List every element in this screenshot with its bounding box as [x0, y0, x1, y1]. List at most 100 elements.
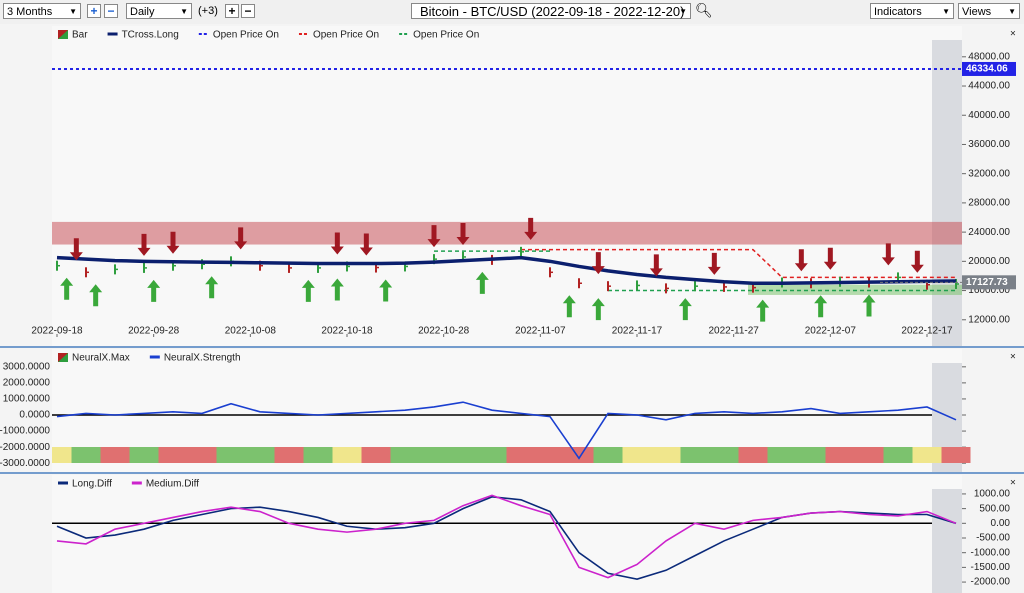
legend-icon [58, 353, 68, 362]
y-tick-label: 36000.00 [968, 139, 1010, 150]
sell-arrow [166, 231, 180, 254]
search-icon[interactable]: 🔍︎ [695, 2, 713, 18]
buy-arrow [678, 298, 692, 321]
level-tag [962, 61, 1016, 76]
x-tick-label: 2022-09-18 [31, 326, 83, 337]
add[interactable]: + [225, 4, 239, 18]
y-tick-label: 44000.00 [968, 81, 1010, 92]
state-cell [303, 447, 333, 463]
legend-label: Open Price On [213, 30, 279, 41]
symbol-box[interactable]: Bitcoin - BTC/USD (2022-09-18 - 2022-12-… [411, 3, 691, 19]
state-cell [941, 447, 971, 463]
state-cell [477, 447, 507, 463]
legend-label: Bar [72, 30, 88, 41]
level-label: 46334.06 [966, 64, 1008, 75]
state-cell [158, 447, 188, 463]
series-line [56, 401, 957, 460]
state-cell [71, 447, 101, 463]
state-cell [216, 447, 246, 463]
future-area [932, 489, 962, 593]
x-tick-label: 2022-11-17 [612, 326, 663, 337]
x-tick-label: 2022-09-28 [128, 326, 180, 337]
y-tick-label: 20000.00 [968, 256, 1010, 267]
series-line [56, 494, 957, 579]
x-tick-label: 2022-11-27 [708, 326, 759, 337]
sell-arrow [137, 233, 151, 256]
x-tick-label: 2022-10-18 [321, 326, 373, 337]
sell-arrow [330, 232, 344, 255]
remove[interactable]: − [241, 4, 255, 18]
x-tick-label: 2022-12-07 [805, 326, 857, 337]
state-cell [593, 447, 623, 463]
last-price-label: 17127.73 [966, 277, 1008, 288]
range-select[interactable]: 3 Months [3, 3, 81, 20]
toolbar: 3 Months + − Daily (+3) + − Bitcoin - BT… [0, 0, 1024, 24]
state-cell [245, 447, 275, 463]
state-cell [912, 447, 942, 463]
y-tick-label: 24000.00 [968, 227, 1010, 238]
y-tick-label: 3000.0000 [3, 361, 51, 372]
y-tick-label: 2000.0000 [3, 378, 51, 389]
buy-arrow [562, 295, 576, 318]
y-tick-label: -500.00 [976, 533, 1010, 544]
indicators-menu[interactable]: Indicators [870, 3, 954, 20]
interval-select[interactable]: Daily [126, 3, 192, 20]
x-tick-label: 2022-12-17 [901, 326, 953, 337]
state-cell [883, 447, 913, 463]
pane-close: × [1010, 29, 1016, 40]
state-cell [564, 447, 594, 463]
legend-icon [58, 30, 68, 39]
buy-arrow [147, 279, 161, 302]
y-tick-label: -1000.0000 [0, 426, 50, 437]
y-tick-label: 48000.00 [968, 51, 1010, 62]
buy-arrow [814, 295, 828, 318]
y-tick-label: -3000.0000 [0, 458, 50, 469]
y-tick-label: 40000.00 [968, 110, 1010, 121]
y-tick-label: 16000.00 [968, 285, 1010, 296]
state-cell [680, 447, 710, 463]
y-tick-label: -1000.00 [971, 547, 1011, 558]
state-cell [506, 447, 536, 463]
sell-arrow [823, 247, 837, 270]
state-cell [390, 447, 420, 463]
sell-arrow [427, 225, 441, 248]
buy-arrow [205, 276, 219, 299]
state-cell [738, 447, 768, 463]
sell-arrow [910, 250, 924, 273]
sell-arrow [591, 252, 605, 275]
state-cell [274, 447, 304, 463]
x-tick-label: 2022-10-08 [225, 326, 277, 337]
legend-label: Long.Diff [72, 479, 112, 490]
sell-arrow [456, 222, 470, 245]
sell-arrow [69, 238, 83, 261]
buy-arrow [862, 294, 876, 317]
sell-arrow [359, 233, 373, 256]
zoom-in[interactable]: + [87, 4, 101, 18]
legend-label: NeuralX.Max [72, 353, 130, 364]
buy-arrow [301, 279, 315, 302]
legend-label: TCross.Long [122, 30, 179, 41]
pane [52, 475, 962, 593]
state-cell [854, 447, 884, 463]
legend-label: Open Price On [313, 30, 379, 41]
state-cell [622, 447, 652, 463]
state-cell [419, 447, 449, 463]
legend-label: Open Price On [413, 30, 479, 41]
y-tick-label: -2000.00 [971, 577, 1011, 588]
last-price-tag [962, 275, 1016, 290]
x-tick-label: 2022-11-07 [515, 326, 566, 337]
legend-label: Medium.Diff [146, 479, 199, 490]
state-cell [448, 447, 478, 463]
views-menu[interactable]: Views [958, 3, 1020, 20]
state-cell [361, 447, 391, 463]
pane-close: × [1010, 478, 1016, 489]
buy-arrow [89, 284, 103, 307]
state-cell [535, 447, 565, 463]
y-tick-label: 28000.00 [968, 198, 1010, 209]
sell-arrow [234, 227, 248, 250]
state-cell [129, 447, 159, 463]
state-cell [100, 447, 130, 463]
zoom-out[interactable]: − [104, 4, 118, 18]
y-tick-label: 0.0000 [19, 410, 50, 421]
sell-arrow [794, 249, 808, 272]
